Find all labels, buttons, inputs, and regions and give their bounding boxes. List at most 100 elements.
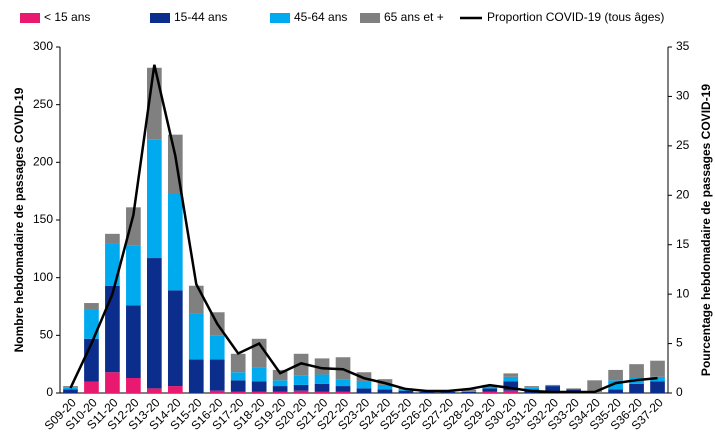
bar-segment: [398, 390, 414, 393]
y-tick-label: 0: [46, 385, 53, 399]
bar-segment: [293, 353, 309, 376]
bar-segment: [566, 388, 581, 390]
bar-segment: [440, 391, 456, 393]
bar-segment: [314, 374, 330, 384]
bar-segment: [272, 380, 288, 387]
bar-segment: [377, 384, 393, 390]
bar-segment: [126, 245, 141, 306]
bar-segment: [503, 390, 519, 393]
bar-segment: [524, 387, 540, 390]
bar-segment: [63, 387, 78, 390]
y2-tick-label: 5: [676, 336, 683, 350]
bar-segment: [461, 389, 477, 392]
bar-segment: [545, 386, 561, 393]
bar-segment: [63, 389, 78, 393]
bar-segment: [251, 391, 267, 393]
bar-segment: [608, 389, 623, 393]
bar-segment: [230, 380, 246, 392]
bar-segment: [188, 313, 204, 360]
bar-segment: [482, 388, 498, 392]
bar-segment: [147, 139, 162, 259]
bar-segment: [209, 335, 225, 360]
y2-tick-label: 10: [676, 286, 690, 300]
bar-segment: [503, 381, 519, 391]
bar-segment: [650, 381, 665, 393]
bar-segment: [608, 369, 623, 381]
bar-segment: [105, 372, 120, 393]
legend-label: Proportion COVID-19 (tous âges): [487, 10, 664, 24]
bar-segment: [293, 384, 309, 391]
legend-swatch: [270, 13, 290, 23]
legend-swatch: [20, 13, 40, 23]
bar-segment: [167, 193, 183, 291]
bar-segment: [272, 386, 288, 392]
y-tick-label: 50: [40, 328, 54, 342]
bar-segment: [230, 353, 246, 373]
bar-segment: [650, 360, 665, 377]
y-tick-label: 150: [33, 212, 53, 226]
bar-segment: [209, 390, 225, 393]
bar-segment: [356, 388, 372, 393]
bar-segment: [272, 391, 288, 393]
bar-segment: [105, 233, 120, 244]
bar-segment: [629, 364, 644, 379]
bar-segment: [84, 303, 99, 310]
bar-segment: [524, 386, 540, 388]
legend-swatch: [360, 13, 380, 23]
bar-segment: [482, 391, 498, 393]
bar-segment: [105, 285, 120, 373]
legend-swatch: [150, 13, 170, 23]
y-tick-label: 200: [33, 155, 53, 169]
bar-segment: [147, 388, 162, 393]
bar-segment: [314, 391, 330, 393]
bar-segment: [251, 381, 267, 392]
bar-segment: [84, 381, 99, 393]
bar-segment: [545, 384, 561, 387]
bar-segment: [272, 369, 288, 381]
bar-segment: [230, 391, 246, 393]
bar-segment: [503, 376, 519, 382]
bar-segment: [314, 358, 330, 375]
y2-tick-label: 15: [676, 237, 690, 251]
y-axis-title: Nombre hebdomadaire de passages COVID-19: [12, 87, 26, 352]
bar-segment: [335, 386, 351, 392]
legend-label: 65 ans et +: [384, 10, 444, 24]
y-tick-label: 300: [33, 39, 53, 53]
bar-segment: [126, 305, 141, 379]
y2-axis-title: Pourcentage hebdomadaire de passages COV…: [699, 84, 713, 376]
bar-segment: [293, 375, 309, 385]
line: [69, 64, 658, 394]
legend-label: < 15 ans: [44, 10, 90, 24]
bar-segment: [293, 390, 309, 393]
y2-tick-label: 30: [676, 89, 690, 103]
y2-tick-label: 20: [676, 187, 690, 201]
y-tick-label: 100: [33, 270, 53, 284]
bar-segment: [188, 359, 204, 393]
bar-segment: [314, 383, 330, 392]
y2-tick-label: 25: [676, 138, 690, 152]
bar-segment: [147, 258, 162, 389]
legend-label: 15-44 ans: [174, 10, 227, 24]
bar-segment: [209, 359, 225, 391]
y2-tick-label: 35: [676, 39, 690, 53]
bar-segment: [629, 383, 644, 393]
bar-segment: [230, 372, 246, 381]
bar-segment: [105, 243, 120, 286]
bar-segment: [335, 379, 351, 387]
bar-segment: [167, 386, 183, 393]
bar-segment: [126, 378, 141, 393]
bar-segment: [335, 391, 351, 393]
bar-segment: [503, 373, 519, 377]
bar-segment: [482, 384, 498, 389]
bar-segment: [461, 391, 477, 393]
y2-tick-label: 0: [676, 385, 683, 399]
bar-segment: [608, 380, 623, 390]
bar-segment: [126, 207, 141, 246]
bar-segment: [84, 309, 99, 339]
bar-segment: [356, 381, 372, 389]
legend-label: 45-64 ans: [294, 10, 347, 24]
bar-segment: [377, 389, 393, 393]
bar-segment: [167, 290, 183, 387]
bar-segment: [188, 285, 204, 314]
